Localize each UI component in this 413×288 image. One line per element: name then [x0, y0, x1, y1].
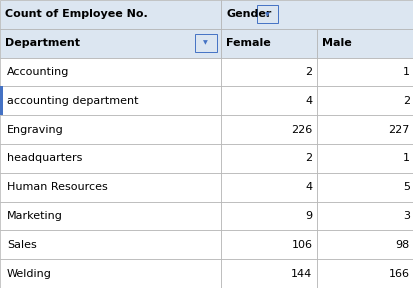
Bar [221, 115, 316, 144]
Text: 4: 4 [305, 182, 312, 192]
Bar [221, 202, 316, 230]
Bar [0, 144, 221, 173]
Text: Male: Male [321, 38, 351, 48]
Bar [0, 259, 221, 288]
Text: 166: 166 [388, 269, 409, 278]
Bar [221, 86, 316, 115]
Bar [221, 58, 316, 86]
Bar [0, 115, 221, 144]
Text: 98: 98 [395, 240, 409, 250]
Text: Female: Female [226, 38, 271, 48]
Text: 2: 2 [305, 154, 312, 163]
Text: Sales: Sales [7, 240, 37, 250]
Bar [316, 230, 413, 259]
Bar [221, 29, 316, 58]
Text: Accounting: Accounting [7, 67, 69, 77]
Bar [316, 29, 413, 58]
Text: 9: 9 [305, 211, 312, 221]
Text: ▼: ▼ [203, 41, 208, 46]
Bar [0, 86, 221, 115]
Text: 1: 1 [402, 154, 409, 163]
Text: 4: 4 [305, 96, 312, 106]
Bar [316, 115, 413, 144]
Bar [0, 0, 221, 29]
Text: 226: 226 [291, 125, 312, 134]
Bar [316, 58, 413, 86]
Text: 5: 5 [402, 182, 409, 192]
Bar [316, 259, 413, 288]
Bar [0, 29, 221, 58]
Text: 1: 1 [402, 67, 409, 77]
Text: 144: 144 [291, 269, 312, 278]
Bar [316, 202, 413, 230]
Text: headquarters: headquarters [7, 154, 82, 163]
Bar [221, 230, 316, 259]
Bar [221, 144, 316, 173]
Bar [0, 58, 221, 86]
Text: 3: 3 [402, 211, 409, 221]
Text: accounting department: accounting department [7, 96, 138, 106]
Bar [221, 173, 316, 202]
Text: Count of Employee No.: Count of Employee No. [5, 10, 147, 19]
Text: ▼: ▼ [264, 12, 269, 17]
Text: Marketing: Marketing [7, 211, 63, 221]
Text: Human Resources: Human Resources [7, 182, 107, 192]
Bar [195, 34, 216, 52]
Text: Welding: Welding [7, 269, 52, 278]
Bar [316, 173, 413, 202]
Text: Department: Department [5, 38, 80, 48]
Text: Engraving: Engraving [7, 125, 64, 134]
Text: 106: 106 [291, 240, 312, 250]
Bar [316, 86, 413, 115]
Bar [221, 259, 316, 288]
Bar [221, 0, 413, 29]
Bar [316, 144, 413, 173]
Text: Gender: Gender [226, 10, 271, 19]
Bar [0, 230, 221, 259]
Text: 2: 2 [305, 67, 312, 77]
Bar [0, 173, 221, 202]
Bar [256, 5, 278, 23]
Bar [0, 86, 3, 115]
Text: 2: 2 [402, 96, 409, 106]
Text: 227: 227 [387, 125, 409, 134]
Bar [0, 202, 221, 230]
